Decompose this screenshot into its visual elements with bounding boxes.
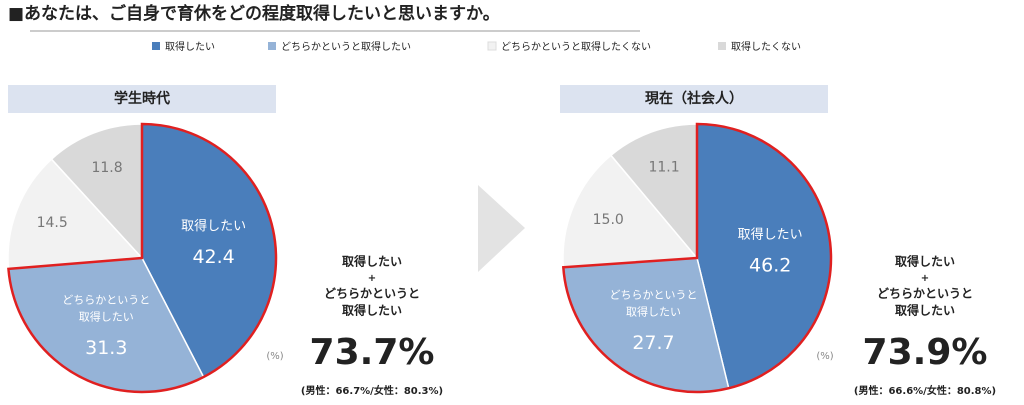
- slice-value: 42.4: [192, 246, 234, 268]
- legend-label: 取得したくない: [731, 41, 801, 53]
- summary-breakdown: (男性：66.6%/女性：80.8%): [854, 384, 996, 397]
- highlight-outline: [7, 122, 278, 394]
- slice-name: 取得したい: [626, 305, 681, 318]
- slice-name: 取得したい: [738, 227, 803, 243]
- summary-breakdown: (男性：66.7%/女性：80.3%): [301, 384, 443, 397]
- panel-title: 現在（社会人）: [645, 90, 743, 107]
- slice-value: 15.0: [593, 212, 624, 228]
- pie-slice: [7, 158, 144, 270]
- page-title: ■あなたは、ご自身で育休をどの程度取得したいと思いますか。: [8, 3, 500, 24]
- pie-slice: [50, 123, 143, 260]
- slice-value: 11.8: [91, 160, 122, 176]
- panel-title: 学生時代: [114, 90, 170, 107]
- highlight-outline: [561, 122, 833, 394]
- legend-label: どちらかというと取得したくない: [501, 41, 651, 53]
- unit-note: (%): [266, 351, 283, 362]
- summary-label: +: [368, 273, 376, 284]
- summary-label: +: [921, 273, 929, 284]
- legend-label: 取得したい: [165, 41, 215, 53]
- slice-value: 14.5: [37, 215, 68, 231]
- slice-name: 取得したい: [181, 218, 246, 234]
- slice-name: どちらかというと: [609, 288, 697, 301]
- slice-value: 31.3: [85, 337, 127, 359]
- slice-value: 11.1: [648, 159, 679, 175]
- summary-label: 取得したい: [342, 303, 402, 318]
- arrow: [478, 185, 525, 272]
- panel-header: [8, 85, 276, 113]
- pie-slice: [609, 123, 698, 261]
- unit-note: (%): [816, 351, 833, 362]
- summary-label: どちらかというと: [877, 287, 973, 301]
- slice-name: 取得したい: [79, 310, 134, 323]
- summary-label: 取得したい: [342, 254, 402, 269]
- pie-slice: [562, 154, 699, 269]
- legend-swatch: [487, 41, 497, 51]
- legend-swatch: [268, 42, 276, 50]
- summary-label: 取得したい: [895, 254, 955, 269]
- slice-name: どちらかというと: [62, 293, 150, 306]
- summary-label: 取得したい: [895, 303, 955, 318]
- legend-swatch: [152, 42, 160, 50]
- legend-swatch: [718, 42, 726, 50]
- summary-total: 73.7%: [310, 332, 435, 373]
- summary-label: どちらかというと: [324, 287, 420, 301]
- summary-total: 73.9%: [863, 332, 988, 373]
- legend-label: どちらかというと取得したい: [281, 41, 411, 53]
- slice-value: 46.2: [749, 255, 791, 277]
- panel-header: [560, 85, 828, 113]
- slice-value: 27.7: [632, 332, 674, 354]
